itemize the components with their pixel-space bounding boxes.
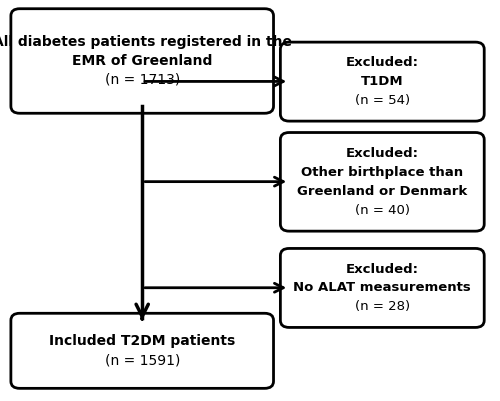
Text: No ALAT measurements: No ALAT measurements (294, 282, 471, 294)
Text: Excluded:: Excluded: (346, 147, 419, 160)
Text: All diabetes patients registered in the: All diabetes patients registered in the (0, 35, 292, 49)
Text: (n = 40): (n = 40) (355, 204, 410, 217)
Text: Greenland or Denmark: Greenland or Denmark (297, 185, 468, 198)
FancyBboxPatch shape (280, 249, 484, 328)
Text: (n = 1713): (n = 1713) (104, 73, 180, 87)
Text: Excluded:: Excluded: (346, 56, 419, 69)
Text: (n = 54): (n = 54) (354, 94, 410, 107)
Text: (n = 28): (n = 28) (354, 300, 410, 313)
FancyBboxPatch shape (11, 9, 274, 113)
Text: T1DM: T1DM (361, 75, 404, 88)
Text: Included T2DM patients: Included T2DM patients (49, 334, 236, 348)
FancyBboxPatch shape (11, 313, 274, 388)
FancyBboxPatch shape (280, 132, 484, 231)
Text: EMR of Greenland: EMR of Greenland (72, 54, 212, 68)
Text: Excluded:: Excluded: (346, 263, 419, 275)
Text: Other birthplace than: Other birthplace than (301, 166, 464, 179)
Text: (n = 1591): (n = 1591) (104, 353, 180, 367)
FancyBboxPatch shape (280, 42, 484, 121)
